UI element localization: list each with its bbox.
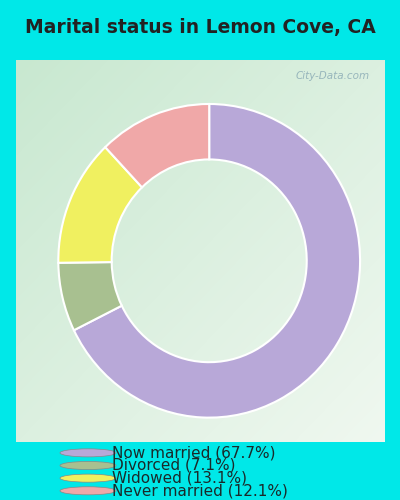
Circle shape: [60, 449, 116, 457]
Text: Never married (12.1%): Never married (12.1%): [112, 484, 288, 498]
Text: Marital status in Lemon Cove, CA: Marital status in Lemon Cove, CA: [25, 18, 375, 36]
Text: Now married (67.7%): Now married (67.7%): [112, 446, 276, 460]
Text: Widowed (13.1%): Widowed (13.1%): [112, 470, 247, 486]
Wedge shape: [58, 147, 142, 263]
Circle shape: [60, 487, 116, 495]
Wedge shape: [74, 104, 360, 418]
Text: Divorced (7.1%): Divorced (7.1%): [112, 458, 236, 473]
Circle shape: [60, 474, 116, 482]
Text: City-Data.com: City-Data.com: [295, 72, 369, 82]
Wedge shape: [105, 104, 209, 188]
Wedge shape: [58, 262, 122, 330]
Circle shape: [60, 462, 116, 469]
